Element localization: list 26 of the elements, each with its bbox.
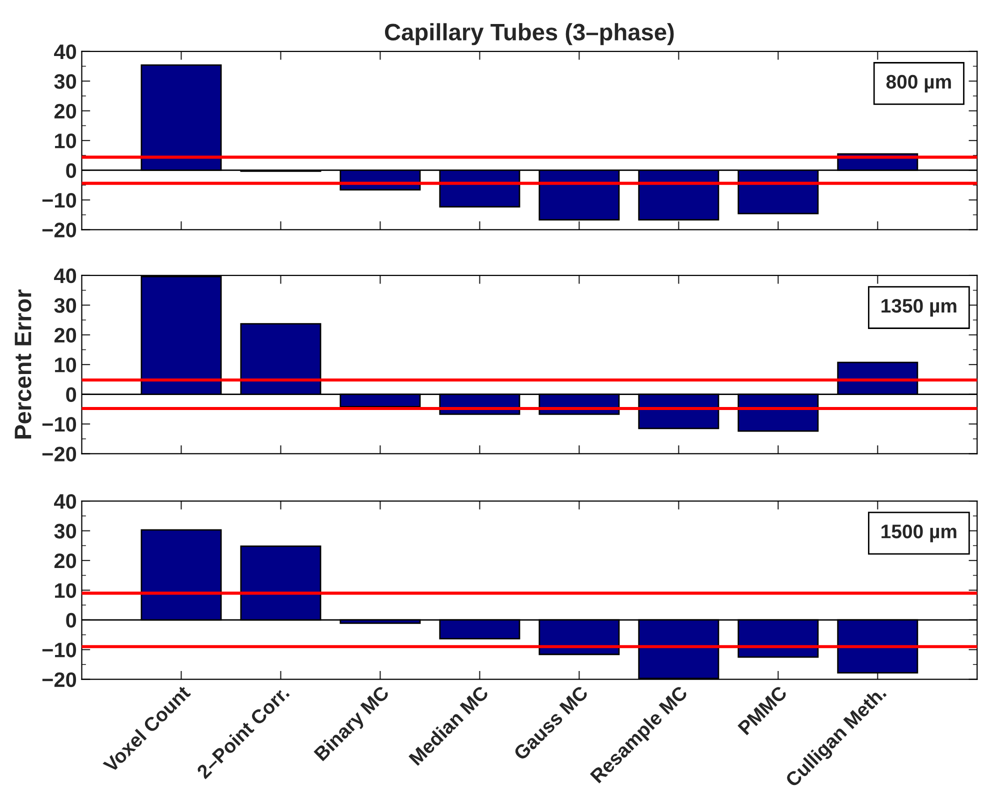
y-tick-label: 0 (66, 387, 76, 402)
y-tick-label: 20 (54, 553, 76, 568)
y-tick-label: 20 (54, 328, 76, 343)
y-tick-label: 40 (54, 494, 76, 509)
y-tick-label: 10 (55, 583, 76, 598)
y-tick-label: −10 (42, 192, 76, 208)
chart-title: Capillary Tubes (3–phase) (384, 23, 674, 46)
y-tick-label: 20 (54, 104, 76, 119)
y-tick-label: 30 (54, 524, 76, 539)
y-tick-label: −10 (42, 642, 76, 658)
y-tick-label: −20 (42, 672, 76, 688)
y-tick-label: 10 (55, 358, 76, 372)
y-tick-label: −20 (42, 446, 76, 462)
y-tick-label: 30 (54, 298, 76, 313)
y-tick-label: 0 (66, 612, 76, 628)
y-tick-label: −20 (42, 222, 76, 238)
y-axis-title: Percent Error (14, 289, 32, 438)
y-tick-label: 0 (66, 163, 76, 178)
y-tick-label: 10 (55, 134, 76, 148)
annotation: 800 µm (886, 74, 951, 93)
y-tick-label: 30 (54, 74, 76, 89)
annotation: 1500 µm (882, 524, 956, 542)
annotation: 1350 µm (882, 298, 956, 317)
y-tick-label: 40 (54, 44, 76, 60)
y-tick-label: −10 (42, 416, 76, 432)
y-tick-label: 40 (54, 268, 76, 284)
